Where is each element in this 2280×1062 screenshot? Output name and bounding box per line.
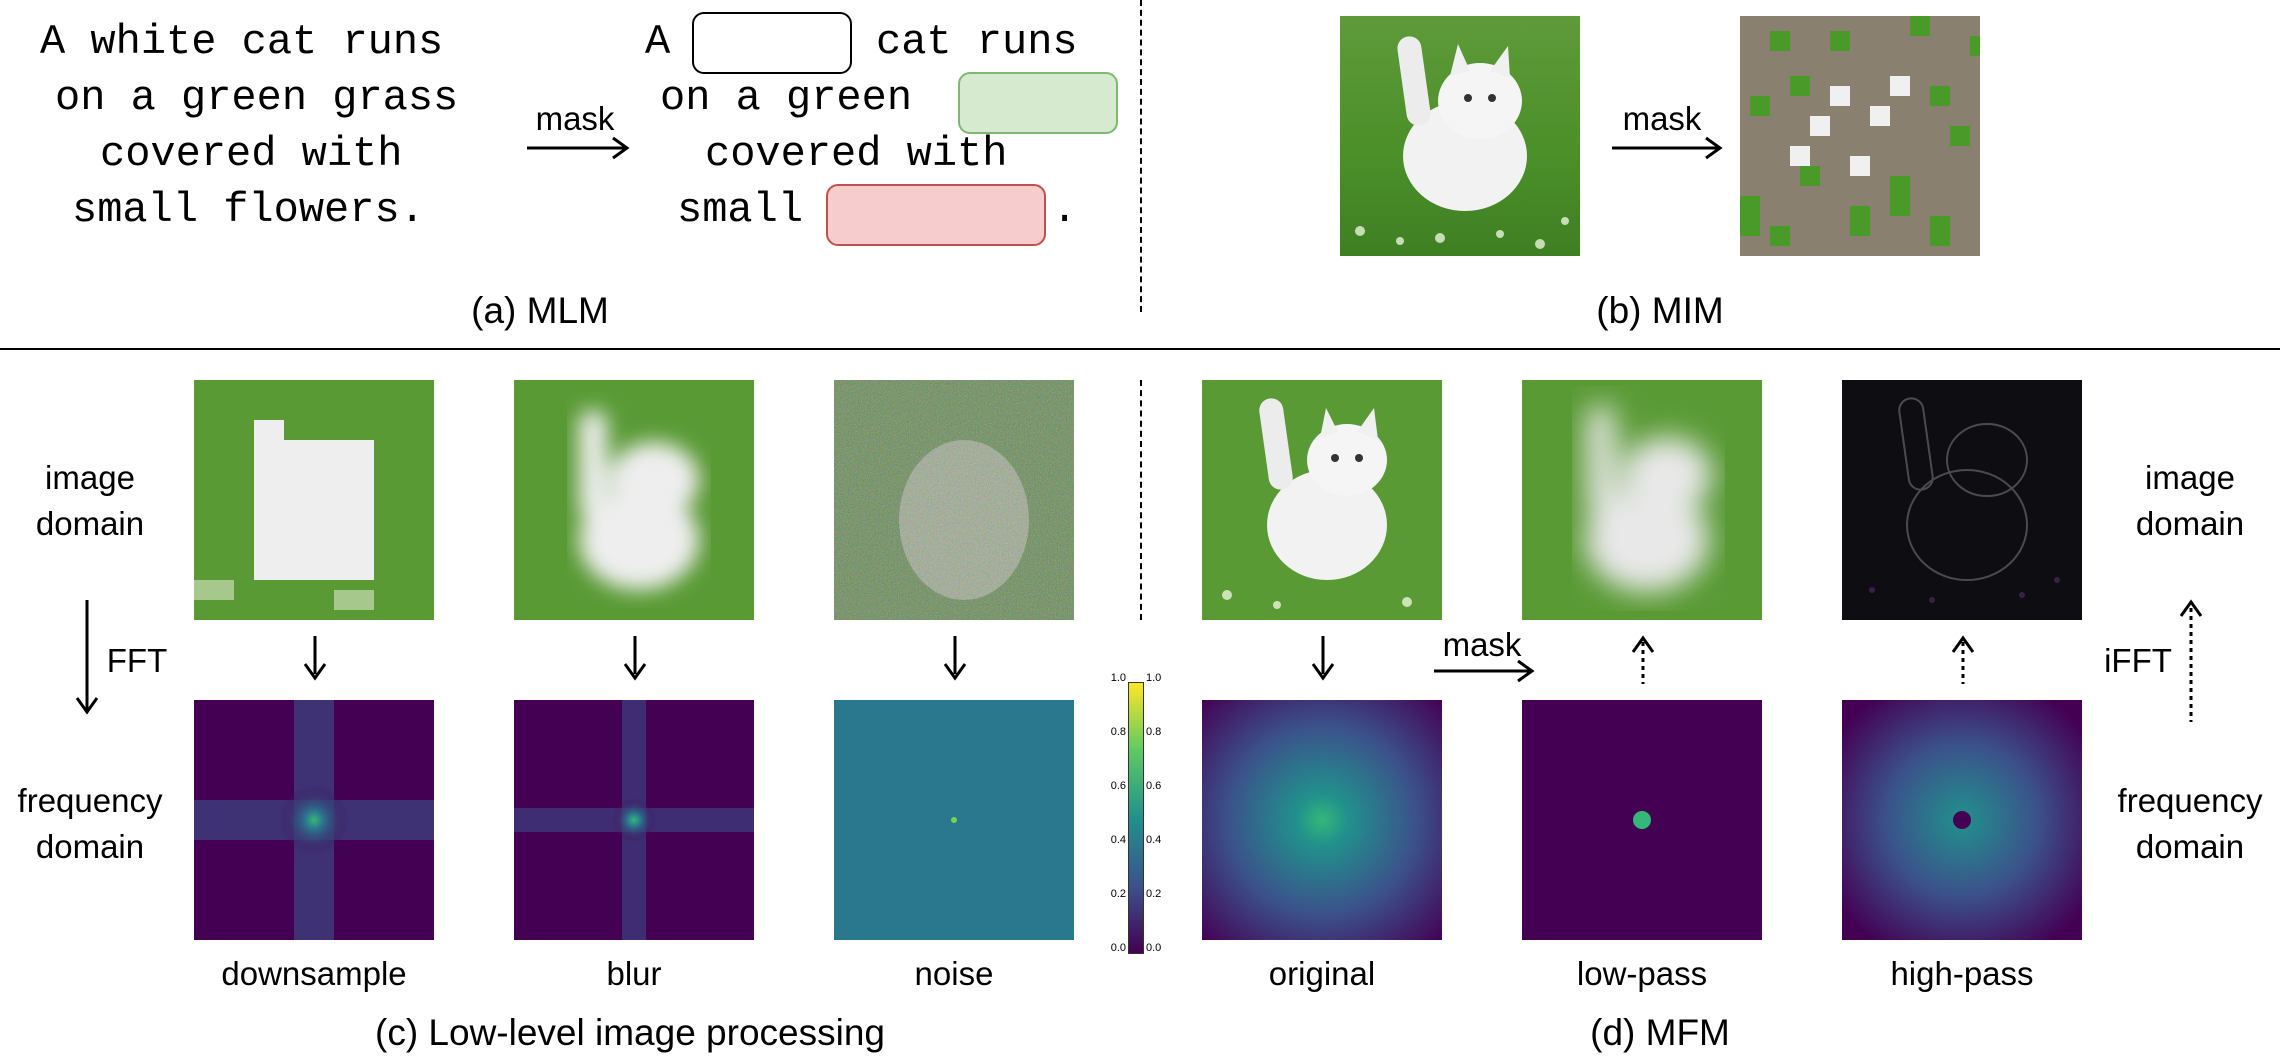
downsample-label: downsample [221, 955, 407, 992]
mfm-image-domain-label: image domain [2135, 459, 2245, 542]
original-down-arrow [1311, 636, 1335, 681]
blur-image [514, 380, 754, 620]
colorbar [1128, 682, 1144, 954]
colorbar-tick-0-0-left: 0.0 [1110, 942, 1126, 954]
ifft-label: iFFT [2104, 642, 2172, 679]
colorbar-tick-0-6-left: 0.6 [1110, 780, 1126, 792]
mlm-mask-box-green [958, 72, 1118, 134]
mfm-frequency-domain-label: frequency domain [2117, 782, 2263, 865]
colorbar-tick-0-0-right: 0.0 [1146, 942, 1162, 954]
mfm-mask-label: mask [1442, 626, 1522, 663]
mim-caption: (b) MIM [1596, 290, 1724, 331]
high-pass-image [1842, 380, 2082, 620]
colorbar-ticks-right: 1.0 0.8 0.6 0.4 0.2 0.0 [1146, 672, 1176, 962]
mlm-source-line-2: on a green grass [55, 74, 459, 122]
original-image [1202, 380, 1442, 620]
ifft-arrow [2179, 599, 2203, 722]
mlm-mask-box-red [826, 184, 1046, 246]
colorbar-tick-1-0-left: 1.0 [1110, 672, 1126, 684]
colorbar-tick-0-2-left: 0.2 [1110, 888, 1126, 900]
mlm-masked-line-3: covered with [705, 130, 1008, 178]
colorbar-ticks-left: 1.0 0.8 0.6 0.4 0.2 0.0 [1098, 672, 1126, 962]
mfm-caption: (d) MFM [1590, 1012, 1730, 1053]
mlm-masked-line-4-pre: small [677, 186, 804, 234]
top-divider [1140, 0, 1142, 312]
downsample-image [194, 380, 434, 620]
high-pass-up-arrow [1951, 635, 1975, 684]
original-spectrum [1202, 700, 1442, 940]
mlm-mask-box-white [692, 12, 852, 74]
colorbar-tick-1-0-right: 1.0 [1146, 672, 1162, 684]
colorbar-tick-0-4-left: 0.4 [1110, 834, 1126, 846]
low-level-caption: (c) Low-level image processing [375, 1012, 885, 1053]
low-pass-label: low-pass [1576, 955, 1708, 992]
downsample-down-arrow [303, 636, 327, 681]
original-label: original [1268, 955, 1376, 992]
low-pass-up-arrow [1631, 635, 1655, 684]
fft-label: FFT [106, 642, 168, 679]
downsample-spectrum [194, 700, 434, 940]
blur-spectrum [514, 700, 754, 940]
mlm-caption: (a) MLM [471, 290, 609, 331]
blur-label: blur [606, 955, 662, 992]
low-pass-image [1522, 380, 1762, 620]
high-pass-label: high-pass [1890, 955, 2034, 992]
mlm-masked-line-1-post: cat runs [876, 18, 1078, 66]
mfm-mask-arrow [1434, 659, 1535, 683]
colorbar-tick-0-4-right: 0.4 [1146, 834, 1162, 846]
mlm-masked-line-1-pre: A [645, 18, 671, 66]
horizontal-divider [0, 348, 2280, 350]
mlm-source-line-4: small flowers. [72, 186, 425, 234]
colorbar-tick-0-6-right: 0.6 [1146, 780, 1162, 792]
colorbar-tick-0-8-right: 0.8 [1146, 726, 1162, 738]
low-level-frequency-domain-label: frequency domain [17, 782, 163, 865]
mlm-masked-line-4-post: . [1052, 186, 1078, 234]
mim-original-image [1340, 16, 1580, 256]
colorbar-tick-0-8-left: 0.8 [1110, 726, 1126, 738]
mlm-mask-label: mask [535, 100, 615, 137]
mim-mask-label: mask [1622, 100, 1702, 137]
colorbar-tick-0-2-right: 0.2 [1146, 888, 1162, 900]
mlm-mask-arrow [527, 136, 630, 160]
low-pass-spectrum [1522, 700, 1762, 940]
noise-down-arrow [943, 636, 967, 681]
high-pass-spectrum [1842, 700, 2082, 940]
fft-arrow [75, 600, 99, 715]
noise-image [834, 380, 1074, 620]
noise-label: noise [914, 955, 994, 992]
mim-mask-arrow [1612, 136, 1723, 160]
mlm-masked-line-2-pre: on a green [660, 74, 913, 122]
mlm-source-line-3: covered with [100, 130, 403, 178]
mim-masked-image [1740, 16, 1980, 256]
bottom-divider [1140, 380, 1142, 620]
blur-down-arrow [623, 636, 647, 681]
noise-spectrum [834, 700, 1074, 940]
low-level-image-domain-label: image domain [35, 459, 145, 542]
mlm-source-line-1: A white cat runs [40, 18, 444, 66]
